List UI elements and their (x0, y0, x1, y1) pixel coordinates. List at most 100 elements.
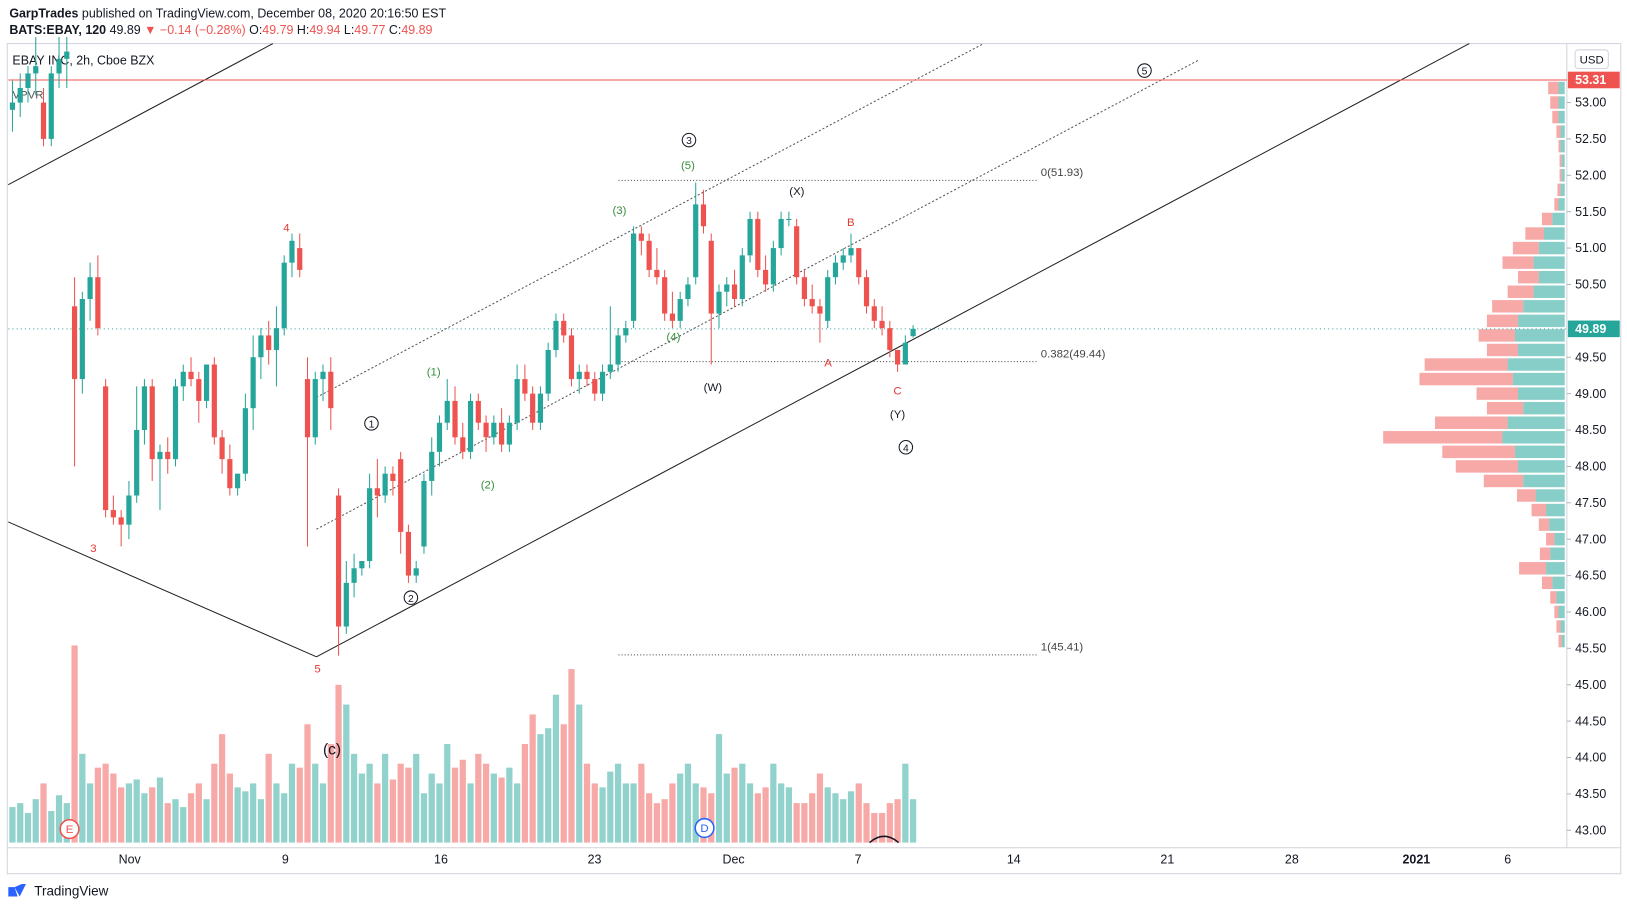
profile-down (1541, 212, 1553, 226)
volume-bar (420, 793, 428, 843)
candle-body (25, 73, 31, 88)
candle-body (615, 335, 621, 365)
volume-bar (809, 793, 816, 843)
candle-body (475, 400, 481, 423)
candle-body (351, 568, 357, 583)
volume-bar (257, 799, 265, 843)
candle-body (794, 226, 800, 278)
profile-up (1561, 634, 1565, 648)
volume-bar (94, 767, 101, 843)
volume-bar (537, 734, 544, 843)
profile-up (1523, 401, 1565, 415)
volume-bar (871, 812, 878, 843)
candle-body (809, 299, 815, 307)
candle-body (211, 364, 217, 438)
volume-bar (762, 787, 769, 843)
volume-bar (358, 773, 365, 843)
volume-bar (428, 773, 435, 843)
candle-body (382, 473, 388, 496)
candle-body (320, 371, 326, 380)
profile-up (1533, 256, 1565, 269)
candle-body (79, 299, 85, 380)
volume-bar (886, 803, 893, 843)
profile-up (1507, 416, 1565, 429)
candle-body (180, 371, 186, 387)
profile-down (1507, 285, 1534, 298)
y-tick-label: 51.50 (1575, 205, 1606, 219)
candle-body (110, 510, 116, 518)
volume-bar (296, 767, 303, 843)
event-marker[interactable] (694, 817, 715, 839)
volume-bar (560, 724, 567, 843)
event-marker[interactable] (59, 818, 80, 840)
candle-body (367, 488, 373, 562)
candle-body (848, 248, 854, 256)
candle-body (467, 400, 474, 452)
profile-down (1554, 198, 1559, 211)
candle-body (739, 255, 745, 300)
volume-bar (234, 787, 241, 843)
volume-bar (723, 773, 730, 843)
candle-body (9, 102, 16, 110)
volume-bar (692, 783, 699, 843)
y-tick-label: 49.00 (1575, 387, 1606, 401)
profile-up (1556, 591, 1565, 604)
x-tick-label: 6 (1504, 852, 1511, 866)
profile-down (1518, 270, 1539, 284)
candle-body (118, 517, 124, 525)
candle-body (662, 277, 668, 314)
profile-down (1383, 431, 1503, 444)
volume-bar (125, 783, 133, 843)
candle-body (747, 218, 753, 256)
volume-bar (413, 753, 420, 843)
profile-up (1546, 503, 1565, 517)
candle-body (731, 284, 738, 300)
candle-body (141, 386, 148, 431)
profile-up (1546, 562, 1565, 575)
event-label: E (66, 824, 74, 836)
volume-bar (133, 779, 140, 843)
volume-bar (172, 799, 179, 843)
candle-body (863, 277, 870, 307)
chart-frame (6, 43, 1622, 875)
profile-down (1486, 314, 1519, 328)
profile-up (1533, 285, 1565, 298)
ohlc-value: 49.94 (309, 23, 340, 37)
candle-body (553, 320, 559, 350)
profile-down (1554, 605, 1559, 619)
volume-bar (319, 783, 327, 843)
candle-body (871, 306, 877, 321)
volume-bar (110, 773, 117, 843)
profile-up (1561, 169, 1565, 182)
volume-bar (218, 734, 226, 843)
volume-bar (514, 783, 521, 843)
volume-bar (180, 807, 187, 843)
wave-label: 5 (1142, 67, 1148, 78)
volume-bar (451, 767, 459, 843)
volume-bar (118, 787, 125, 843)
wave-label: (3) (612, 205, 626, 217)
volume-bar (739, 763, 746, 843)
x-tick-label: 28 (1285, 852, 1299, 866)
currency-box[interactable] (1574, 49, 1609, 70)
candle-body (172, 386, 179, 460)
candle-body (436, 422, 443, 452)
volume-bar (242, 791, 249, 843)
volume-bar (793, 803, 800, 843)
candle-body (33, 66, 39, 74)
volume-bar (397, 763, 404, 843)
x-tick-label: 14 (1007, 852, 1021, 866)
profile-up (1512, 372, 1565, 386)
volume-bar (436, 783, 443, 843)
volume-bar (731, 767, 738, 843)
profile-up (1560, 620, 1565, 633)
candle-body (840, 255, 846, 263)
volume-bar (529, 714, 536, 843)
volume-bar (855, 783, 862, 843)
candle-body (273, 328, 280, 350)
volume-bar (521, 743, 529, 843)
candle-body (250, 357, 256, 409)
profile-up (1558, 81, 1565, 95)
candle-body (95, 277, 101, 329)
y-tick-label: 43.00 (1575, 823, 1606, 837)
